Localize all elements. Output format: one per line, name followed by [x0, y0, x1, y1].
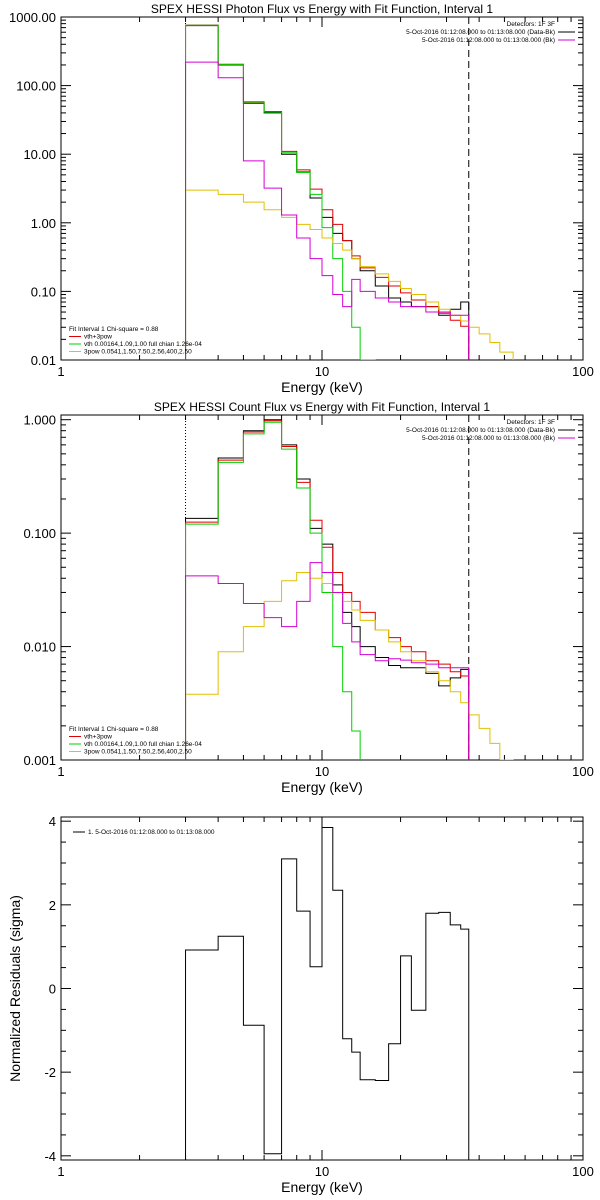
x-axis-label: Energy (keV)	[281, 379, 363, 395]
legend-text: 1. 5-Oct-2016 01:12:08.000 to 01:13:08.0…	[88, 829, 215, 836]
legend-top-text: 5-Oct-2016 01:12:08.000 to 01:13:08.000 …	[422, 435, 555, 442]
y-tick-label: -4	[44, 1149, 56, 1164]
y-tick-label: 100.00	[16, 79, 56, 94]
series-1-	[185, 826, 470, 1160]
legend-bottom-text: vth 0.00164,1.09,1.00 full chian 1.26e-0…	[84, 341, 202, 348]
legend-top-text: 5-Oct-2016 01:12:08.000 to 01:13:08.000 …	[406, 427, 555, 434]
chart-title: SPEX HESSI Photon Flux vs Energy with Fi…	[151, 2, 493, 16]
legend-bottom-text: 3pow 0.0541,1.50,7.50,2.56,400,2.50	[84, 349, 192, 356]
y-tick-label: 0.10	[31, 284, 56, 299]
legend-bottom-text: vth+3pow	[84, 734, 112, 741]
x-axis-label: Energy (keV)	[281, 779, 363, 795]
x-tick-label: 1	[57, 364, 64, 379]
series-bk	[185, 61, 470, 360]
y-axis-label: Normalized Residuals (sigma)	[7, 895, 23, 1082]
series-bk	[185, 562, 470, 760]
y-tick-label: 1000.00	[9, 10, 56, 25]
series-group	[185, 419, 514, 760]
series-3pow	[185, 189, 514, 360]
x-tick-label: 1	[57, 1164, 64, 1179]
x-axis-label: Energy (keV)	[281, 1179, 363, 1195]
legend-top-text: 5-Oct-2016 01:12:08.000 to 01:13:08.000 …	[406, 29, 555, 36]
series-vth	[185, 421, 361, 760]
series-data-bk	[185, 419, 470, 760]
series-vth	[185, 24, 376, 360]
legend-bottom-text: vth 0.00164,1.09,1.00 full chian 1.26e-0…	[84, 741, 202, 748]
y-tick-label: 0.100	[23, 526, 56, 541]
legend-top-text: Detectors: 1F 3F	[507, 419, 555, 426]
y-tick-label: 0.010	[23, 640, 56, 655]
y-tick-label: -2	[44, 1065, 56, 1080]
series-group	[185, 826, 470, 1160]
legend-top-text: 5-Oct-2016 01:12:08.000 to 01:13:08.000 …	[422, 37, 555, 44]
series-group	[185, 24, 514, 360]
series-3pow	[185, 571, 514, 760]
y-tick-label: 1.000	[23, 413, 56, 428]
y-tick-label: 1.00	[31, 216, 56, 231]
legend-bottom-text: Fit Interval 1 Chi-square = 0.88	[69, 326, 159, 333]
x-tick-label: 100	[572, 764, 594, 779]
panel-1: SPEX HESSI Photon Flux vs Energy with Fi…	[9, 2, 594, 395]
x-tick-label: 10	[315, 364, 329, 379]
y-tick-label: 0.001	[23, 753, 56, 768]
legend-bottom-text: Fit Interval 1 Chi-square = 0.88	[69, 726, 159, 733]
y-tick-label: 2	[49, 898, 56, 913]
x-tick-label: 10	[315, 764, 329, 779]
chart-title: SPEX HESSI Count Flux vs Energy with Fit…	[154, 400, 490, 414]
y-tick-label: 0	[49, 982, 56, 997]
y-tick-label: 10.00	[23, 147, 56, 162]
series-vth-3pow	[185, 420, 470, 760]
x-tick-label: 100	[572, 1164, 594, 1179]
plot-frame	[60, 16, 584, 361]
series-vth-3pow	[185, 24, 470, 360]
legend-top-text: Detectors: 1F 3F	[507, 21, 555, 28]
panel-2: SPEX HESSI Count Flux vs Energy with Fit…	[23, 400, 594, 795]
legend-bottom-text: 3pow 0.0541,1.50,7.50,2.56,400,2.50	[84, 749, 192, 756]
x-tick-label: 1	[57, 764, 64, 779]
series-data-bk	[185, 25, 470, 360]
panel-3: 1 10 100 Energy (keV) 4 2 0 -2 -4 Normalized Resi…	[7, 814, 594, 1195]
x-tick-label: 100	[572, 364, 594, 379]
x-tick-label: 10	[315, 1164, 329, 1179]
y-tick-label: 4	[49, 814, 56, 829]
y-tick-label: 0.01	[31, 353, 56, 368]
legend-bottom-text: vth+3pow	[84, 334, 112, 341]
